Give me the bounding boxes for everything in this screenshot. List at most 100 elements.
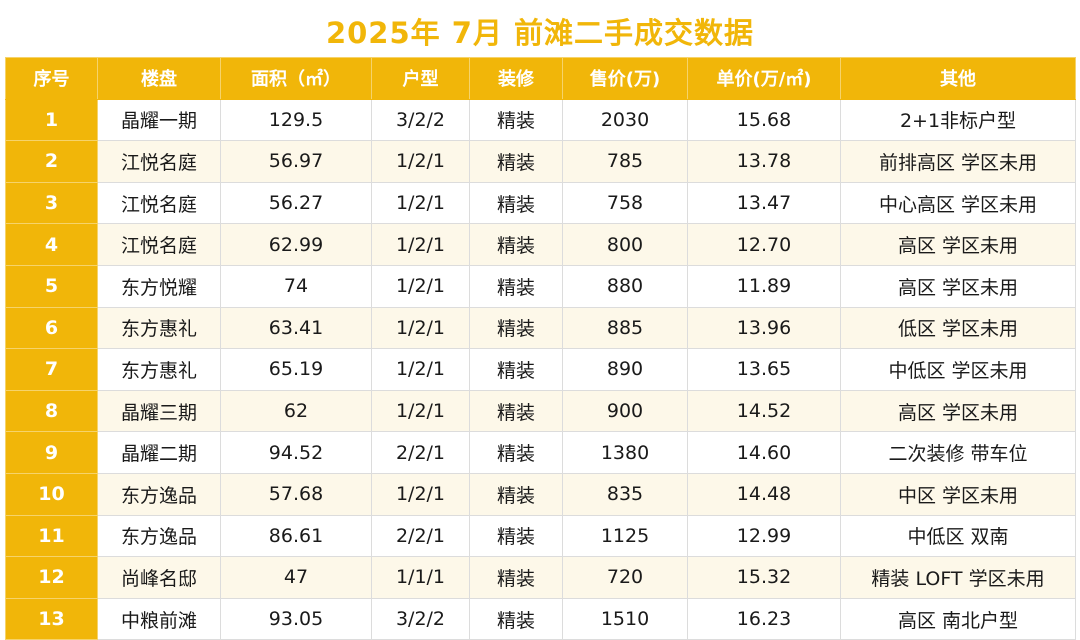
cell-price: 800 [562,223,688,266]
cell-area: 62 [220,389,372,433]
cell-layout: 1/2/1 [371,348,470,391]
cell-decoration: 精装 [469,140,563,183]
cell-area: 56.97 [220,140,372,183]
cell-notes: 低区 学区未用 [840,306,1076,350]
cell-decoration: 精装 [469,389,563,433]
cell-index: 7 [5,348,98,391]
cell-layout: 1/2/1 [371,181,470,225]
table-row: 3 江悦名庭 56.27 1/2/1 精装 758 13.47 中心高区 学区未用 [5,181,1076,225]
header-price: 售价(万) [562,57,688,100]
cell-estate: 东方逸品 [97,472,221,516]
cell-estate: 东方惠礼 [97,348,221,391]
cell-unit-price: 12.70 [687,223,841,266]
cell-layout: 1/2/1 [371,264,470,308]
transaction-table: 序号 楼盘 面积（㎡） 户型 装修 售价(万) 单价(万/㎡) 其他 1 晶耀一期… [5,57,1076,640]
cell-layout: 2/2/1 [371,431,470,474]
cell-price: 2030 [562,98,688,142]
cell-unit-price: 14.60 [687,431,841,474]
cell-notes: 高区 学区未用 [840,389,1076,433]
cell-notes: 前排高区 学区未用 [840,140,1076,183]
cell-price: 900 [562,389,688,433]
cell-unit-price: 14.48 [687,472,841,516]
cell-estate: 东方惠礼 [97,306,221,350]
table-row: 11 东方逸品 86.61 2/2/1 精装 1125 12.99 中低区 双南 [5,514,1076,558]
cell-area: 129.5 [220,98,372,142]
cell-estate: 江悦名庭 [97,223,221,266]
cell-decoration: 精装 [469,181,563,225]
cell-layout: 3/2/2 [371,597,470,640]
cell-decoration: 精装 [469,472,563,516]
cell-unit-price: 14.52 [687,389,841,433]
cell-unit-price: 13.47 [687,181,841,225]
cell-notes: 中低区 学区未用 [840,348,1076,391]
header-unit-price: 单价(万/㎡) [687,57,841,100]
table-row: 6 东方惠礼 63.41 1/2/1 精装 885 13.96 低区 学区未用 [5,306,1076,350]
cell-decoration: 精装 [469,431,563,474]
cell-index: 3 [5,181,98,225]
cell-estate: 中粮前滩 [97,597,221,640]
cell-area: 62.99 [220,223,372,266]
cell-estate: 晶耀三期 [97,389,221,433]
table-row: 10 东方逸品 57.68 1/2/1 精装 835 14.48 中区 学区未用 [5,472,1076,516]
cell-unit-price: 13.96 [687,306,841,350]
cell-index: 10 [5,472,98,516]
cell-area: 57.68 [220,472,372,516]
cell-decoration: 精装 [469,556,563,599]
cell-unit-price: 16.23 [687,597,841,640]
cell-estate: 江悦名庭 [97,140,221,183]
header-decoration: 装修 [469,57,563,100]
cell-index: 13 [5,597,98,640]
cell-area: 65.19 [220,348,372,391]
cell-unit-price: 11.89 [687,264,841,308]
cell-unit-price: 12.99 [687,514,841,558]
cell-unit-price: 13.65 [687,348,841,391]
table-row: 2 江悦名庭 56.97 1/2/1 精装 785 13.78 前排高区 学区未用 [5,140,1076,183]
cell-index: 2 [5,140,98,183]
cell-notes: 中心高区 学区未用 [840,181,1076,225]
cell-price: 758 [562,181,688,225]
cell-decoration: 精装 [469,597,563,640]
page-title: 2025年 7月 前滩二手成交数据 [325,16,755,50]
cell-estate: 东方悦耀 [97,264,221,308]
cell-decoration: 精装 [469,98,563,142]
header-estate: 楼盘 [97,57,221,100]
cell-layout: 1/2/1 [371,472,470,516]
cell-notes: 高区 南北户型 [840,597,1076,640]
table-row: 8 晶耀三期 62 1/2/1 精装 900 14.52 高区 学区未用 [5,389,1076,433]
cell-notes: 中区 学区未用 [840,472,1076,516]
cell-decoration: 精装 [469,306,563,350]
cell-price: 880 [562,264,688,308]
cell-index: 6 [5,306,98,350]
table-row: 9 晶耀二期 94.52 2/2/1 精装 1380 14.60 二次装修 带车位 [5,431,1076,474]
cell-notes: 精装 LOFT 学区未用 [840,556,1076,599]
table-row: 5 东方悦耀 74 1/2/1 精装 880 11.89 高区 学区未用 [5,264,1076,308]
cell-area: 63.41 [220,306,372,350]
cell-area: 93.05 [220,597,372,640]
cell-price: 885 [562,306,688,350]
table-row: 4 江悦名庭 62.99 1/2/1 精装 800 12.70 高区 学区未用 [5,223,1076,266]
cell-estate: 晶耀二期 [97,431,221,474]
cell-notes: 二次装修 带车位 [840,431,1076,474]
cell-index: 12 [5,556,98,599]
cell-decoration: 精装 [469,223,563,266]
cell-index: 1 [5,98,98,142]
cell-unit-price: 15.32 [687,556,841,599]
cell-area: 74 [220,264,372,308]
cell-area: 47 [220,556,372,599]
cell-estate: 江悦名庭 [97,181,221,225]
header-row: 序号 楼盘 面积（㎡） 户型 装修 售价(万) 单价(万/㎡) 其他 [5,57,1076,100]
cell-index: 5 [5,264,98,308]
cell-unit-price: 13.78 [687,140,841,183]
cell-layout: 1/1/1 [371,556,470,599]
table-row: 1 晶耀一期 129.5 3/2/2 精装 2030 15.68 2+1非标户型 [5,98,1076,142]
table-row: 12 尚峰名邸 47 1/1/1 精装 720 15.32 精装 LOFT 学区未用 [5,556,1076,599]
cell-price: 785 [562,140,688,183]
cell-price: 1380 [562,431,688,474]
cell-layout: 1/2/1 [371,389,470,433]
cell-notes: 2+1非标户型 [840,98,1076,142]
header-area: 面积（㎡） [220,57,372,100]
cell-area: 94.52 [220,431,372,474]
cell-index: 9 [5,431,98,474]
cell-index: 11 [5,514,98,558]
